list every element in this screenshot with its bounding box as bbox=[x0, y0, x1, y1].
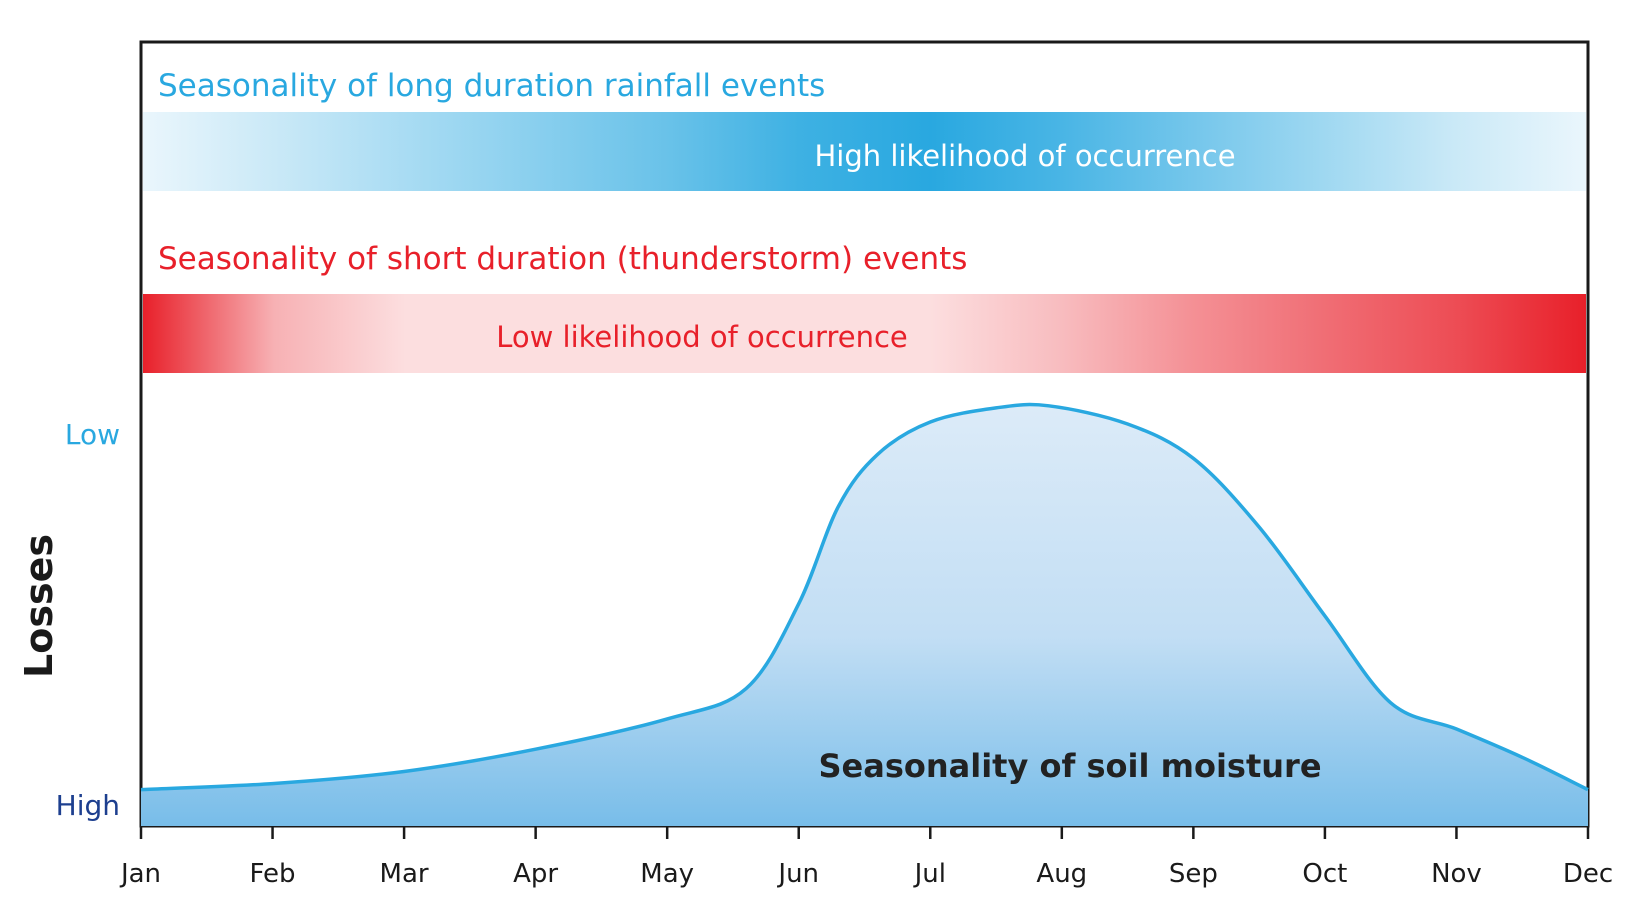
x-tick-label: Nov bbox=[1431, 859, 1482, 889]
y-axis-label: Losses bbox=[17, 534, 61, 678]
soil-moisture-area bbox=[141, 404, 1588, 826]
x-tick-label: Jul bbox=[913, 859, 946, 889]
short-thunderstorm-band-title: Seasonality of short duration (thunderst… bbox=[158, 241, 967, 277]
x-tick-label: Jun bbox=[776, 859, 819, 889]
soil-moisture-series bbox=[140, 402, 1589, 826]
y-end-label-bottom: High bbox=[56, 789, 120, 822]
x-tick-label: Apr bbox=[513, 859, 558, 889]
x-tick-label: Dec bbox=[1563, 859, 1613, 889]
x-tick-label: Sep bbox=[1169, 859, 1218, 889]
x-tick-label: May bbox=[640, 859, 694, 889]
short-thunderstorm-band-label: Low likelihood of occurrence bbox=[496, 320, 908, 354]
x-axis: Jan Feb Mar Apr May Jun Jul Aug Sep Oct Nov Dec bbox=[119, 826, 1613, 889]
long-rainfall-band-title: Seasonality of long duration rainfall ev… bbox=[158, 68, 825, 104]
short-thunderstorm-band bbox=[143, 294, 1586, 373]
long-rainfall-band bbox=[143, 112, 1586, 191]
long-rainfall-band-label: High likelihood of occurrence bbox=[814, 139, 1235, 173]
y-end-label-top: Low bbox=[65, 418, 120, 451]
soil-moisture-label: Seasonality of soil moisture bbox=[818, 747, 1321, 785]
x-tick-label: Feb bbox=[250, 859, 296, 889]
x-tick-label: Mar bbox=[380, 859, 429, 889]
x-tick-label: Jan bbox=[119, 859, 161, 889]
soil-moisture-line bbox=[140, 402, 1589, 792]
x-tick-label: Aug bbox=[1036, 859, 1087, 889]
x-tick-label: Oct bbox=[1302, 859, 1347, 889]
